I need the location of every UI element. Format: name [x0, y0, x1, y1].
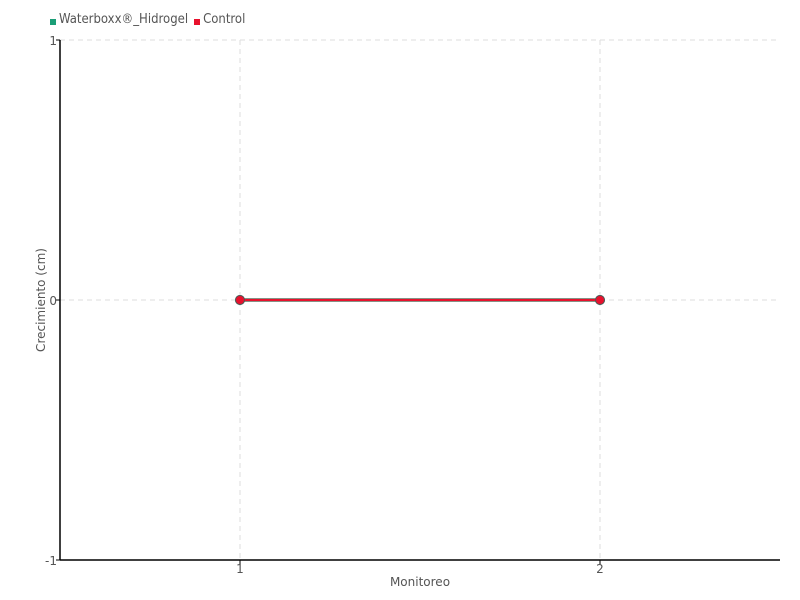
legend-item-control[interactable]: Control [194, 12, 245, 27]
y-tick-label: -1 [45, 554, 57, 568]
legend-label: Waterboxx®_Hidrogel [59, 12, 189, 27]
legend-item-waterboxx[interactable]: Waterboxx®_Hidrogel [50, 12, 188, 27]
legend-swatch [50, 18, 56, 25]
y-axis-label: Crecimiento (cm) [34, 248, 48, 352]
legend-swatch [194, 18, 201, 25]
y-tick-label: 0 [49, 294, 57, 308]
data-point [235, 295, 245, 305]
legend: Waterboxx®_Hidrogel Control [50, 12, 245, 27]
legend-label: Control [203, 12, 246, 27]
x-axis-label: Monitoreo [390, 575, 450, 589]
data-point [595, 295, 605, 305]
x-tick-label: 2 [596, 562, 604, 576]
y-tick-label: 1 [49, 34, 57, 48]
x-tick-label: 1 [236, 562, 244, 576]
